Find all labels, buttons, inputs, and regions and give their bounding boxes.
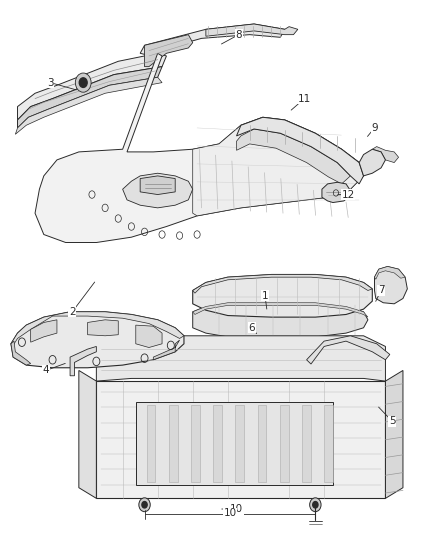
Polygon shape xyxy=(359,149,385,176)
Polygon shape xyxy=(123,173,193,208)
Polygon shape xyxy=(236,405,244,482)
Text: 5: 5 xyxy=(389,416,396,426)
Text: 3: 3 xyxy=(47,78,54,87)
Text: 11: 11 xyxy=(298,94,311,103)
Polygon shape xyxy=(191,405,200,482)
Polygon shape xyxy=(31,320,57,342)
Polygon shape xyxy=(213,405,222,482)
Polygon shape xyxy=(136,402,333,485)
Polygon shape xyxy=(258,405,266,482)
Polygon shape xyxy=(18,53,166,120)
Text: 10: 10 xyxy=(223,508,237,518)
Polygon shape xyxy=(374,266,405,279)
Polygon shape xyxy=(18,67,162,128)
Polygon shape xyxy=(193,117,364,216)
Polygon shape xyxy=(96,381,385,498)
Polygon shape xyxy=(11,312,184,345)
Polygon shape xyxy=(193,303,368,337)
Polygon shape xyxy=(145,35,193,67)
Polygon shape xyxy=(280,405,289,482)
Circle shape xyxy=(79,78,87,87)
Polygon shape xyxy=(307,336,390,364)
Polygon shape xyxy=(136,325,162,348)
Text: 12: 12 xyxy=(342,190,355,199)
Polygon shape xyxy=(15,77,162,134)
Polygon shape xyxy=(35,53,364,243)
Polygon shape xyxy=(169,405,178,482)
Polygon shape xyxy=(193,274,372,293)
Text: 9: 9 xyxy=(371,123,378,133)
Polygon shape xyxy=(11,312,184,368)
Text: 8: 8 xyxy=(235,30,242,39)
Polygon shape xyxy=(140,176,175,195)
Polygon shape xyxy=(237,117,364,184)
Text: 7: 7 xyxy=(378,286,385,295)
Polygon shape xyxy=(11,341,31,365)
Polygon shape xyxy=(147,405,155,482)
Polygon shape xyxy=(206,24,298,36)
Polygon shape xyxy=(140,24,285,54)
Polygon shape xyxy=(385,370,403,498)
Polygon shape xyxy=(153,340,180,360)
Circle shape xyxy=(142,502,147,508)
Circle shape xyxy=(310,498,321,512)
Polygon shape xyxy=(193,274,372,317)
Polygon shape xyxy=(374,266,407,304)
Polygon shape xyxy=(70,346,96,376)
Text: 2: 2 xyxy=(69,307,76,317)
Circle shape xyxy=(139,498,150,512)
Polygon shape xyxy=(324,405,333,482)
Polygon shape xyxy=(237,129,350,184)
Text: 1: 1 xyxy=(261,291,268,301)
Polygon shape xyxy=(88,320,118,336)
Polygon shape xyxy=(96,336,385,381)
Text: 10: 10 xyxy=(230,504,243,514)
Text: 4: 4 xyxy=(42,366,49,375)
Polygon shape xyxy=(302,405,311,482)
Polygon shape xyxy=(322,182,350,203)
Polygon shape xyxy=(193,303,368,317)
Polygon shape xyxy=(79,370,96,498)
Circle shape xyxy=(75,73,91,92)
Circle shape xyxy=(313,502,318,508)
Polygon shape xyxy=(372,147,399,163)
Text: 6: 6 xyxy=(248,323,255,333)
